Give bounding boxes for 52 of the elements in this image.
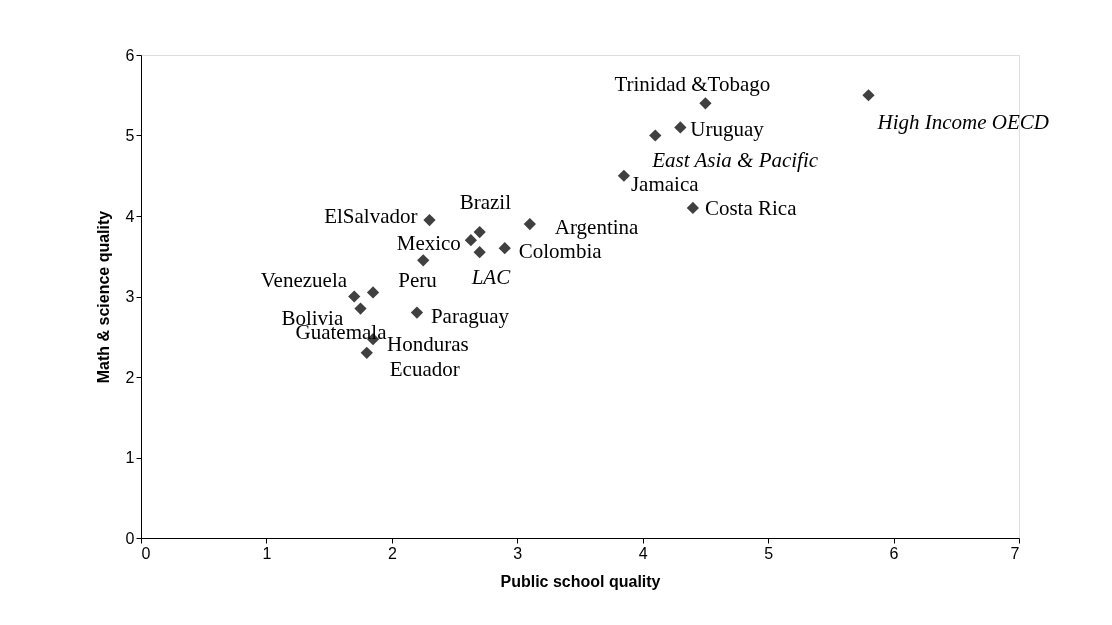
annotation: Ecuador xyxy=(389,356,460,381)
annotation: Costa Rica xyxy=(704,195,798,220)
annotation: Colombia xyxy=(518,239,603,264)
x-tick-label: 5 xyxy=(764,544,774,562)
point xyxy=(360,346,373,359)
annotation: Brazil xyxy=(459,190,512,215)
point xyxy=(617,169,631,182)
y-tick-label: 1 xyxy=(125,449,135,466)
annotation: Trinidad &Tobago xyxy=(614,72,771,97)
annotation: High Income OECD xyxy=(876,110,1049,135)
point xyxy=(417,254,430,267)
annotation: Uruguay xyxy=(690,117,765,142)
point xyxy=(473,225,486,239)
point xyxy=(366,286,380,299)
y-tick-label: 5 xyxy=(125,127,135,144)
point xyxy=(354,302,367,315)
point xyxy=(686,201,700,215)
y-axis-title: Math & science quality xyxy=(94,210,112,384)
point xyxy=(674,121,687,134)
annotation: Honduras xyxy=(387,332,469,357)
annotation: Jamaica xyxy=(630,171,700,196)
point xyxy=(348,290,361,303)
point xyxy=(498,242,511,255)
annotation: Mexico xyxy=(396,231,461,256)
y-tick-label: 0 xyxy=(125,529,135,547)
point xyxy=(423,213,436,227)
x-axis-title: Public school quality xyxy=(500,572,661,590)
point xyxy=(473,246,486,259)
x-tick-label: 0 xyxy=(141,544,151,562)
y-tick-label: 6 xyxy=(125,46,135,64)
point xyxy=(699,97,712,110)
point xyxy=(862,89,875,102)
annotation: LAC xyxy=(470,265,512,290)
point xyxy=(649,129,662,142)
annotation: Paraguay xyxy=(430,303,510,328)
annotation: ElSalvador xyxy=(324,204,418,229)
point xyxy=(523,217,536,231)
y-tick-label: 2 xyxy=(125,368,135,386)
y-tick-label: 3 xyxy=(125,288,135,305)
annotation: Venezuela xyxy=(260,268,348,293)
y-tick-label: 4 xyxy=(125,207,135,225)
x-tick-label: 3 xyxy=(513,544,523,562)
annotation: Peru xyxy=(398,268,438,293)
annotation: East Asia & Pacific xyxy=(651,147,819,172)
annotation: Argentina xyxy=(554,215,640,240)
x-tick-label: 1 xyxy=(262,544,272,562)
x-tick-label: 7 xyxy=(1010,544,1020,562)
x-tick-label: 6 xyxy=(889,544,899,562)
x-tick-label: 2 xyxy=(387,544,397,562)
point xyxy=(464,234,477,247)
x-tick-label: 4 xyxy=(638,544,648,562)
point xyxy=(410,306,424,319)
